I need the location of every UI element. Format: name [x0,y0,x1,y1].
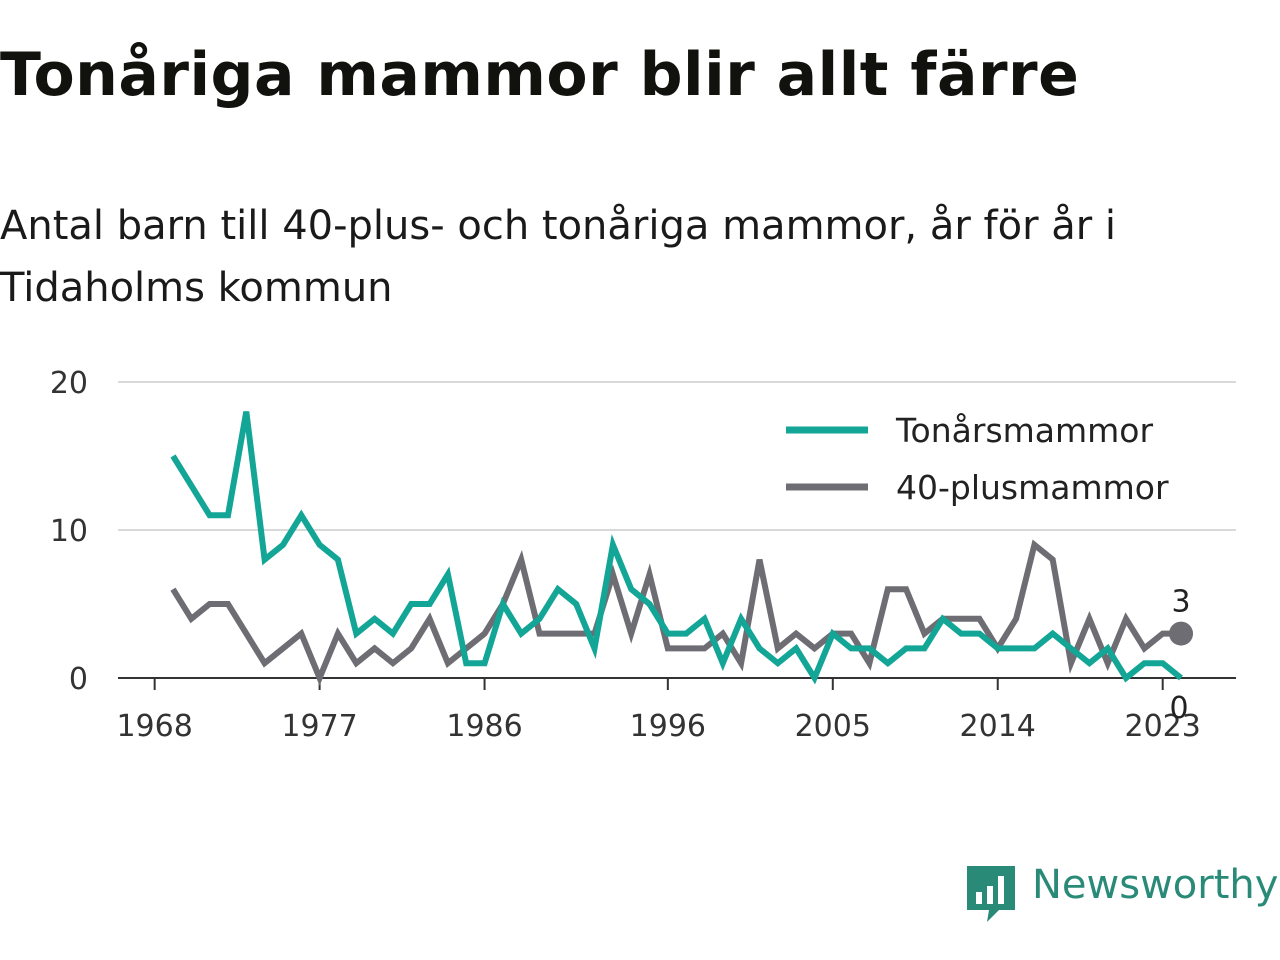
chart-title: Tonåriga mammor blir allt färre [0,40,1080,110]
y-tick-label: 0 [69,662,88,697]
grid-lines: 0 10 20 [50,366,1236,697]
x-tick-label: 1986 [446,709,522,744]
y-tick-label: 10 [50,514,88,549]
legend-label: 40-plusmammor [896,468,1169,507]
series-lines [170,411,1183,686]
chart-subtitle: Antal barn till 40-plus- och tonåriga ma… [0,203,1117,311]
x-tick-label: 2014 [960,709,1036,744]
y-tick-label: 20 [50,366,88,401]
x-axis: 1968 1977 1986 1996 2005 2014 2023 [116,677,1236,744]
x-tick-label: 2023 [1125,709,1201,744]
end-value-label: 3 [1171,585,1190,620]
end-labels: 30 [1169,585,1194,726]
end-point-marker [1169,621,1194,646]
series-line-40-plusmammor [170,539,1181,686]
x-tick-label: 1977 [281,709,357,744]
newsworthy-logo-icon [967,866,1015,922]
x-tick-label: 1996 [630,709,706,744]
legend-label: Tonårsmammor [895,411,1153,450]
x-tick-label: 1968 [116,709,192,744]
brand-name: Newsworthy [1032,862,1279,908]
end-value-label: 0 [1169,691,1188,726]
x-tick-label: 2005 [795,709,871,744]
series-line-tonarsmammor [170,411,1183,685]
legend: Tonårsmammor 40-plusmammor [786,411,1169,507]
